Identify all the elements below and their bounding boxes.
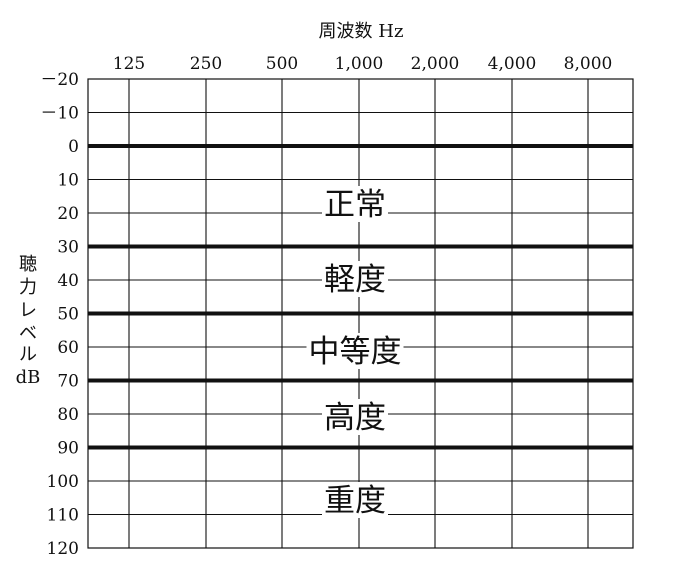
y-tick-label: 110 — [47, 506, 79, 526]
x-tick-label: 4,000 — [488, 54, 537, 74]
y-tick-label: 100 — [47, 472, 79, 492]
x-tick-label: 250 — [190, 54, 222, 74]
y-tick-label: －20 — [40, 70, 79, 90]
band-label: 軽度 — [322, 261, 388, 298]
y-axis-title-char: レ — [19, 300, 37, 321]
band-label-background — [322, 261, 388, 297]
band-label-background — [322, 186, 388, 222]
y-tick-label: 30 — [57, 238, 79, 258]
band-label-background — [322, 399, 388, 435]
y-tick-label: 120 — [47, 539, 79, 559]
plot-frame — [87, 78, 634, 549]
band-label: 高度 — [322, 399, 388, 436]
band-label-text: 軽度 — [324, 262, 386, 298]
x-tick-label: 2,000 — [411, 54, 460, 74]
y-tick-label: 0 — [68, 137, 79, 157]
y-tick-label: 90 — [57, 439, 79, 459]
band-label: 正常 — [322, 186, 388, 223]
threshold-lines — [88, 144, 633, 450]
band-label: 重度 — [322, 482, 388, 519]
x-tick-label: 8,000 — [564, 54, 613, 74]
y-axis-title-char: 力 — [19, 277, 37, 298]
y-tick-labels: －20 －10 0 10 20 30 40 50 60 70 80 90 100 110 120 — [40, 70, 79, 559]
band-label-text: 重度 — [324, 483, 386, 519]
band-label-background — [306, 333, 404, 369]
y-tick-label: 20 — [57, 204, 79, 224]
y-tick-label: 50 — [57, 305, 79, 325]
x-tick-label: 125 — [113, 54, 145, 74]
x-tick-label: 500 — [266, 54, 298, 74]
y-tick-label: 40 — [57, 271, 79, 291]
y-tick-label: 60 — [57, 338, 79, 358]
y-tick-label: 10 — [57, 171, 79, 191]
x-tick-label: 1,000 — [335, 54, 384, 74]
x-tick-labels: 125 250 500 1,000 2,000 4,000 8,000 — [113, 54, 613, 74]
y-axis-title-char: ル — [19, 344, 37, 365]
band-label: 中等度 — [306, 333, 404, 370]
band-label-background — [322, 482, 388, 518]
x-axis-title: 周波数 Hz — [319, 21, 404, 42]
band-label-text: 高度 — [324, 400, 386, 436]
y-tick-label: －10 — [40, 104, 79, 124]
y-axis-title-char: 聴 — [19, 254, 37, 275]
y-tick-label: 80 — [57, 405, 79, 425]
band-label-text: 中等度 — [309, 334, 402, 370]
band-label-text: 正常 — [324, 187, 386, 223]
y-axis-title-char: ベ — [19, 323, 37, 344]
y-tick-label: 70 — [57, 372, 79, 392]
y-axis-title-char: dB — [16, 367, 41, 388]
